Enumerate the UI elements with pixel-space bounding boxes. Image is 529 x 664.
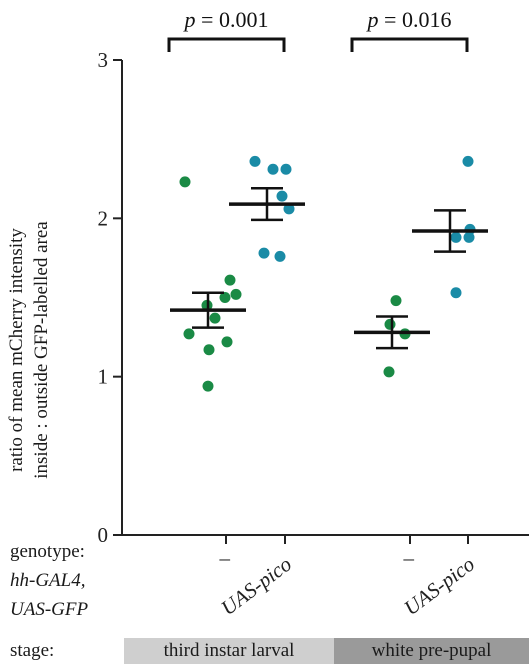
point-2-1 (384, 318, 396, 330)
reporter-row-label: UAS-GFP (10, 599, 89, 620)
driver-row-label: hh-GAL4, (10, 570, 86, 591)
axis-layer: 0 1 2 3 (98, 48, 529, 547)
stage-row-label: stage: (10, 640, 55, 661)
stage-bar-white-prepupal: white pre-pupal (334, 638, 529, 664)
point-3-4 (450, 287, 462, 299)
point-0-0 (179, 176, 191, 188)
y-axis-label-line1: ratio of mean mCherry intensity (6, 228, 27, 472)
point-0-6 (183, 328, 195, 340)
mean-sem-bars (170, 187, 488, 350)
point-3-0 (462, 155, 474, 167)
y-tick-label-2: 2 (98, 206, 109, 230)
point-2-3 (383, 366, 395, 378)
p-value-0: = 0.001 (196, 7, 269, 32)
point-0-2 (230, 288, 242, 300)
p-symbol-1: p (366, 7, 379, 32)
point-3-2 (450, 231, 462, 243)
point-1-2 (280, 163, 292, 175)
point-0-8 (203, 344, 215, 356)
bracket-1 (350, 37, 469, 52)
x-tick-label-0: – (219, 546, 231, 570)
point-0-7 (221, 336, 233, 348)
significance-brackets: p = 0.001 p = 0.016 (167, 7, 469, 52)
point-1-3 (276, 190, 288, 202)
point-1-4 (283, 203, 295, 215)
y-axis-label-line2: inside : outside GFP-labelled area (31, 221, 52, 479)
p-value-1: = 0.016 (379, 7, 452, 32)
point-1-0 (249, 155, 261, 167)
genotype-row-label: genotype: (10, 541, 85, 562)
point-3-3 (463, 231, 475, 243)
y-tick-label-1: 1 (98, 365, 109, 389)
point-2-0 (390, 295, 402, 307)
data-points (179, 155, 476, 392)
x-tick-label-2: – (403, 546, 415, 570)
point-1-1 (267, 163, 279, 175)
p-value-label-1: p = 0.016 (366, 7, 452, 32)
y-axis-label: ratio of mean mCherry intensity inside :… (4, 170, 54, 530)
point-1-6 (274, 250, 286, 262)
category-tick-labels: –UAS-pico –UAS-pico (216, 535, 479, 620)
point-1-5 (258, 247, 270, 259)
point-0-3 (219, 292, 231, 303)
stage-bar-third-instar: third instar larval (124, 638, 334, 664)
point-0-9 (202, 380, 214, 392)
y-tick-label-3: 3 (98, 48, 109, 72)
point-0-1 (224, 274, 236, 286)
point-0-5 (209, 312, 221, 324)
bracket-0 (167, 37, 286, 52)
y-tick-label-0: 0 (98, 523, 109, 547)
p-value-label-0: p = 0.001 (183, 7, 269, 32)
p-symbol-0: p (183, 7, 196, 32)
